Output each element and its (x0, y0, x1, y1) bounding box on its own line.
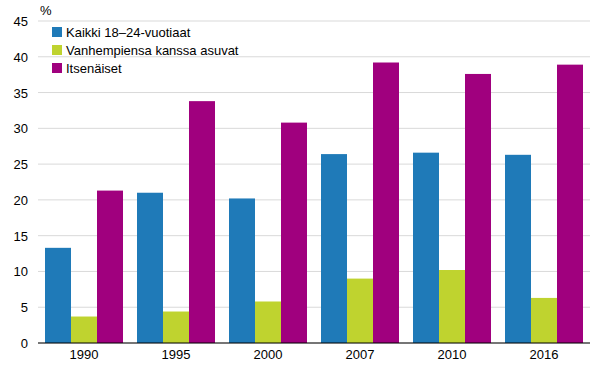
y-tick-label: 5 (21, 300, 28, 315)
y-tick-label: 0 (21, 336, 28, 351)
y-tick-label: 35 (14, 86, 28, 101)
bar (163, 312, 189, 343)
chart-container: 0 5 10 15 20 25 30 35 40 45% 1990 1995 2000 2007 2010 2… (0, 0, 600, 373)
bar (321, 154, 347, 343)
x-tick-label: 1990 (70, 347, 99, 362)
bar (465, 74, 491, 343)
bar (557, 65, 583, 343)
bar (71, 317, 97, 343)
x-tick-label: 2010 (438, 347, 467, 362)
x-tick-label: 2000 (254, 347, 283, 362)
legend-swatch (52, 27, 62, 37)
bar (137, 193, 163, 343)
bar (505, 155, 531, 343)
x-tick-label: 1995 (162, 347, 191, 362)
bar (189, 101, 215, 343)
bar (439, 270, 465, 343)
bars (45, 63, 583, 343)
bar (531, 298, 557, 343)
x-tick-label: 2016 (530, 347, 559, 362)
legend-label: Kaikki 18–24-vuotiaat (66, 25, 191, 40)
grid-line (38, 21, 590, 22)
bar (255, 301, 281, 343)
legend-swatch (52, 45, 62, 55)
bar (45, 248, 71, 343)
bar (229, 198, 255, 343)
legend-label: Itsenäiset (66, 61, 122, 76)
bar (373, 63, 399, 343)
y-tick-label: 25 (14, 157, 28, 172)
grid-line (38, 343, 590, 344)
y-tick-label: 10 (14, 264, 28, 279)
y-tick-label: 40 (14, 50, 28, 65)
legend-swatch (52, 63, 62, 73)
grid-line (38, 92, 590, 93)
x-axis (38, 343, 590, 344)
bar (281, 123, 307, 343)
legend-label: Vanhempiensa kanssa asuvat (66, 43, 239, 58)
grid (38, 21, 590, 343)
y-tick-label: 20 (14, 193, 28, 208)
y-tick-label: 45 (14, 14, 28, 29)
grid-line (38, 128, 590, 129)
y-axis-label: % (40, 3, 52, 18)
chart: 0 5 10 15 20 25 30 35 40 45% 1990 1995 2000 2007 2010 2… (0, 0, 600, 373)
bar (413, 153, 439, 343)
y-tick-label: 15 (14, 229, 28, 244)
x-tick-label: 2007 (346, 347, 375, 362)
bar (347, 279, 373, 343)
legend: Kaikki 18–24-vuotiaat Vanhempiensa kanssa… (52, 25, 239, 76)
y-tick-label: 30 (14, 121, 28, 136)
bar (97, 191, 123, 343)
